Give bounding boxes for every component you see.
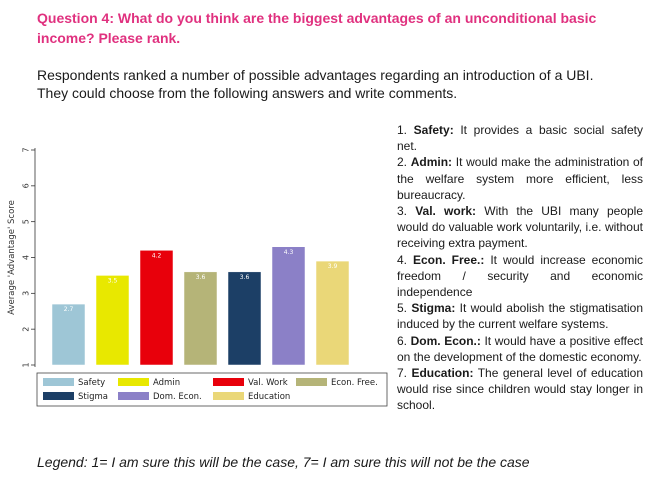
answer-label: Econ. Free.: — [413, 252, 485, 267]
answer-item: 1. Safety: It provides a basic social sa… — [397, 122, 643, 154]
answer-item: 5. Stigma: It would abolish the stigmati… — [397, 300, 643, 332]
bar-admin — [95, 275, 130, 366]
answer-label: Val. work: — [415, 204, 477, 219]
answer-item: 7. Education: The general level of educa… — [397, 365, 643, 414]
answer-text: It would increase economic freedom / sec… — [397, 252, 644, 300]
legend-label: Econ. Free. — [331, 378, 378, 388]
bar-econ-free — [183, 271, 218, 366]
answer-number: 6. — [397, 333, 411, 348]
answer-text: With the UBI many people would do valuab… — [397, 204, 644, 251]
answer-item: 6. Dom. Econ.: It would have a positive … — [397, 333, 643, 365]
answer-number: 2. — [397, 155, 411, 170]
bar-value-label: 2.7 — [64, 306, 74, 313]
answer-number: 1. — [397, 123, 414, 137]
legend-label: Dom. Econ. — [153, 392, 202, 402]
bar-education — [315, 260, 350, 366]
answer-label: Education: — [411, 366, 474, 381]
answer-number: 5. — [397, 301, 412, 316]
bars: 2.7 3.5 4.2 3.6 3.6 4.3 3.9 — [51, 246, 350, 366]
y-tick-label: 7 — [22, 147, 31, 152]
legend-swatch — [213, 378, 244, 386]
bar-stigma — [227, 271, 262, 366]
y-tick-label: 2 — [22, 327, 31, 332]
y-axis-title: Average 'Advantage' Score — [7, 200, 17, 315]
answers-list: 1. Safety: It provides a basic social sa… — [397, 122, 643, 414]
bar-value-label: 3.6 — [240, 274, 250, 281]
legend-label: Stigma — [78, 392, 108, 402]
legend-label: Education — [248, 392, 290, 402]
answer-label: Dom. Econ.: — [410, 333, 481, 348]
y-tick-label: 3 — [22, 291, 31, 296]
legend-label: Safety — [78, 378, 105, 388]
bar-val-work — [139, 250, 174, 366]
legend-box — [36, 372, 388, 407]
bar-dom-econ — [271, 246, 306, 366]
bar-chart: 1 2 3 4 5 6 7 Average 'Advantage' Score 2.7 3.5 4… — [7, 147, 388, 407]
y-axis: 1 2 3 4 5 6 7 Average 'Advantage' Score — [7, 147, 36, 368]
answer-number: 4. — [397, 252, 413, 267]
answer-text: It would make the administration of the … — [397, 155, 644, 202]
answer-label: Admin: — [410, 155, 453, 170]
bar-value-label: 3.6 — [196, 274, 206, 281]
legend-swatch — [118, 392, 149, 400]
legend-note: Legend: 1= I am sure this will be the ca… — [37, 454, 530, 470]
answer-item: 4. Econ. Free.: It would increase econom… — [397, 252, 643, 301]
y-tick-label: 1 — [22, 362, 31, 367]
legend-label: Admin — [153, 378, 180, 388]
answer-number: 7. — [397, 366, 412, 381]
intro-text: Respondents ranked a number of possible … — [37, 66, 649, 102]
question-heading: Question 4: What do you think are the bi… — [37, 10, 597, 46]
bar-safety — [51, 303, 86, 366]
legend-swatch — [213, 392, 244, 400]
answer-label: Stigma: — [411, 301, 456, 316]
answer-text: It would have a positive effect on the d… — [397, 333, 643, 364]
intro-line-2: They could choose from the following ans… — [37, 85, 458, 101]
y-tick-label: 5 — [22, 219, 31, 224]
legend-swatch — [43, 392, 74, 400]
legend-swatch — [43, 378, 74, 386]
y-tick-label: 4 — [22, 255, 31, 260]
answer-item: 3. Val. work: With the UBI many people w… — [397, 203, 643, 252]
bar-value-label: 4.2 — [152, 252, 162, 259]
answer-label: Safety: — [413, 123, 454, 137]
y-tick-label: 6 — [22, 183, 31, 188]
bar-value-label: 3.9 — [328, 263, 338, 270]
answer-text: It would abolish the stigmatisation indu… — [397, 301, 644, 332]
legend-label: Val. Work — [248, 378, 288, 388]
answer-text: The general level of education would ris… — [397, 366, 643, 413]
intro-line-1: Respondents ranked a number of possible … — [37, 67, 594, 83]
bar-value-label: 3.5 — [108, 277, 118, 284]
chart-legend: Safety Admin Val. Work Econ. Free. Stigma Dom… — [36, 372, 388, 407]
answer-number: 3. — [397, 204, 416, 219]
answer-item: 2. Admin: It would make the administrati… — [397, 154, 643, 203]
bar-value-label: 4.3 — [284, 249, 294, 256]
answer-text: It provides a basic social safety net. — [397, 123, 644, 154]
legend-swatch — [296, 378, 327, 386]
legend-swatch — [118, 378, 149, 386]
